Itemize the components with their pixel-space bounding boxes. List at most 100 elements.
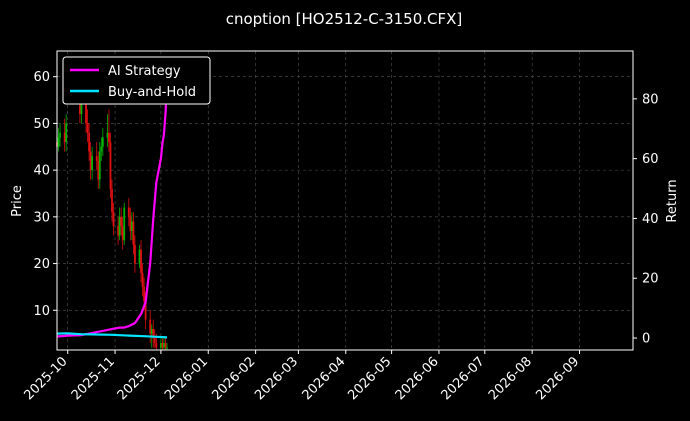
candle <box>100 137 103 161</box>
candle-body <box>86 123 89 133</box>
y-left-tick-label: 10 <box>33 304 50 319</box>
candle <box>130 212 133 241</box>
candle <box>98 142 101 189</box>
candle-body <box>140 249 142 273</box>
candle-body <box>141 272 144 287</box>
legend: AI Strategy Buy-and-Hold <box>62 56 211 105</box>
candle-body <box>109 142 112 189</box>
candle <box>57 128 60 152</box>
y-right-tick-label: 60 <box>642 152 659 167</box>
y-axis-right: 0 20 40 60 80 <box>633 92 659 347</box>
candle-body <box>138 249 141 264</box>
candle-body <box>101 137 104 147</box>
candle <box>121 216 124 250</box>
gridlines <box>57 51 633 350</box>
series-lines <box>56 83 169 339</box>
candle <box>86 109 89 143</box>
y-right-tick-label: 40 <box>642 212 659 227</box>
candle-body <box>159 342 162 348</box>
candle <box>138 244 141 269</box>
candle-body <box>63 132 66 143</box>
strategy-line <box>56 83 169 338</box>
candle <box>159 338 162 350</box>
candle-body <box>164 342 167 348</box>
candle <box>129 207 132 241</box>
candle-body <box>106 132 109 138</box>
candle-body <box>161 342 164 348</box>
candle <box>140 240 142 283</box>
candle <box>112 202 115 236</box>
candle <box>123 202 126 245</box>
candle-body <box>163 342 165 348</box>
candle-body <box>121 226 124 241</box>
candle-body <box>57 137 60 147</box>
candle <box>127 198 130 227</box>
candle <box>91 146 94 180</box>
legend-box <box>62 56 211 105</box>
candle-body <box>150 328 153 334</box>
y-left-tick-label: 50 <box>33 117 50 132</box>
candle-body <box>149 319 152 334</box>
candle-body <box>130 221 133 231</box>
y-left-tick-label: 30 <box>33 210 50 225</box>
candle <box>166 342 168 350</box>
candle <box>120 207 123 236</box>
candle-body <box>80 104 83 115</box>
candle-body <box>100 146 103 152</box>
y-right-tick-label: 80 <box>642 92 659 107</box>
candle-body <box>117 226 120 236</box>
candle <box>108 109 110 152</box>
candle <box>111 179 113 222</box>
plot-frame <box>56 50 634 351</box>
candle-body <box>120 216 123 227</box>
candlesticks <box>56 86 168 350</box>
candle-body <box>129 216 132 231</box>
candle-body <box>127 207 130 217</box>
candle-body <box>143 286 145 301</box>
candle <box>118 207 121 241</box>
legend-entry-buyhold: Buy-and-Hold <box>108 85 196 100</box>
legend-entry-strategy: AI Strategy <box>108 64 181 79</box>
candle-body <box>112 212 115 227</box>
y-left-tick-label: 40 <box>33 164 50 179</box>
candle-body <box>134 244 136 264</box>
candle-body <box>132 221 135 245</box>
candle-body <box>108 132 110 143</box>
candle <box>117 216 120 245</box>
candle-body <box>153 338 156 343</box>
candle-body <box>123 207 126 241</box>
candle <box>101 128 104 157</box>
candle <box>97 151 100 189</box>
candle <box>164 338 167 350</box>
candle-body <box>97 160 100 180</box>
y-left-label: Price <box>10 185 25 217</box>
candle-body <box>111 188 113 213</box>
y-left-tick-label: 20 <box>33 257 50 272</box>
candle-body <box>59 132 61 138</box>
candle-body <box>152 328 155 339</box>
candle <box>106 114 109 147</box>
candle <box>95 142 98 171</box>
candle <box>152 319 155 348</box>
candle-body <box>88 132 90 152</box>
candle <box>141 263 144 297</box>
candle <box>153 328 156 348</box>
candle-body <box>89 151 92 171</box>
candle <box>65 114 68 152</box>
candle <box>59 123 61 147</box>
candle-body <box>98 151 101 180</box>
candle-body <box>95 156 98 161</box>
candle <box>109 132 112 199</box>
y-right-label: Return <box>665 179 680 222</box>
y-right-tick-label: 20 <box>642 272 659 287</box>
candle-body <box>118 216 121 236</box>
candle-body <box>65 123 68 143</box>
candle-body <box>155 342 158 348</box>
buyhold-line <box>56 332 168 339</box>
y-left-tick-label: 60 <box>33 70 50 85</box>
candle <box>163 338 165 350</box>
candle-body <box>144 300 147 320</box>
candle <box>63 118 66 152</box>
candle <box>161 338 164 350</box>
